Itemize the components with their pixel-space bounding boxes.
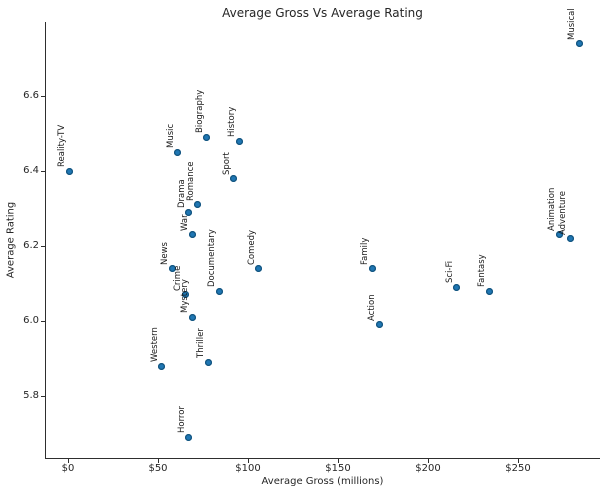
point-label-romance: Romance xyxy=(185,161,196,201)
point-label-action: Action xyxy=(367,294,378,321)
x-axis-label: Average Gross (millions) xyxy=(261,476,384,487)
point-label-horror: Horror xyxy=(176,406,187,434)
scatter-point-mystery xyxy=(188,313,196,321)
point-label-musical: Musical xyxy=(567,7,578,40)
scatter-point-western xyxy=(158,362,166,370)
y-tick-mark xyxy=(41,171,45,172)
y-tick-label: 6.6 xyxy=(23,90,39,101)
x-tick-mark xyxy=(518,459,519,463)
scatter-point-musical xyxy=(575,40,583,47)
y-tick-mark xyxy=(41,396,45,397)
scatter-point-crime xyxy=(181,291,189,299)
scatter-point-news xyxy=(168,265,176,272)
point-label-mystery: Mystery xyxy=(180,279,191,314)
point-label-music: Music xyxy=(165,124,176,149)
y-tick-mark xyxy=(41,321,45,322)
x-tick-mark xyxy=(428,459,429,463)
point-label-western: Western xyxy=(149,327,160,362)
point-label-news: News xyxy=(160,241,171,265)
scatter-point-music xyxy=(174,148,182,156)
point-label-adventure: Adventure xyxy=(558,190,569,235)
x-tick-label: $50 xyxy=(148,463,168,474)
scatter-point-adventure xyxy=(566,235,574,242)
y-tick-label: 5.8 xyxy=(23,390,39,401)
point-label-sport: Sport xyxy=(221,151,232,175)
point-label-thriller: Thriller xyxy=(196,328,207,359)
x-tick-label: $0 xyxy=(61,463,75,474)
scatter-point-horror xyxy=(185,433,193,441)
y-tick-label: 6.0 xyxy=(23,315,39,326)
scatter-point-reality-tv xyxy=(65,167,73,175)
x-tick-label: $100 xyxy=(235,463,261,474)
point-label-animation: Animation xyxy=(547,187,558,231)
chart-title: Average Gross Vs Average Rating xyxy=(222,6,423,20)
scatter-point-history xyxy=(235,137,243,145)
y-axis-label: Average Rating xyxy=(5,201,17,279)
x-tick-mark xyxy=(158,459,159,463)
scatter-point-war xyxy=(188,231,196,239)
scatter-point-fantasy xyxy=(485,287,493,295)
point-label-reality-tv: Reality-TV xyxy=(57,124,68,167)
y-tick-label: 6.2 xyxy=(23,240,39,251)
scatter-point-animation xyxy=(555,231,563,239)
scatter-point-documentary xyxy=(215,287,223,295)
scatter-point-comedy xyxy=(255,265,263,272)
point-label-family: Family xyxy=(360,237,371,265)
x-tick-mark xyxy=(248,459,249,463)
point-label-war: War xyxy=(180,214,191,231)
point-label-fantasy: Fantasy xyxy=(477,254,488,287)
plot-area xyxy=(45,22,600,459)
y-tick-mark xyxy=(41,246,45,247)
y-tick-label: 6.4 xyxy=(23,165,39,176)
point-label-history: History xyxy=(227,106,237,137)
scatter-point-romance xyxy=(194,201,202,209)
x-tick-mark xyxy=(338,459,339,463)
scatter-point-drama xyxy=(185,208,193,216)
point-label-comedy: Comedy xyxy=(246,229,257,265)
scatter-point-sport xyxy=(230,175,238,182)
scatter-point-family xyxy=(368,265,376,272)
scatter-point-thriller xyxy=(204,358,212,366)
y-tick-mark xyxy=(41,96,45,97)
point-label-biography: Biography xyxy=(194,89,205,134)
x-tick-label: $150 xyxy=(325,463,351,474)
x-tick-mark xyxy=(68,459,69,463)
scatter-point-action xyxy=(375,321,383,329)
point-label-documentary: Documentary xyxy=(207,229,218,287)
point-label-sci-fi: Sci-Fi xyxy=(444,261,455,284)
scatter-point-biography xyxy=(203,133,211,141)
x-tick-label: $250 xyxy=(505,463,531,474)
x-tick-label: $200 xyxy=(415,463,441,474)
scatter-point-sci-fi xyxy=(453,283,461,291)
